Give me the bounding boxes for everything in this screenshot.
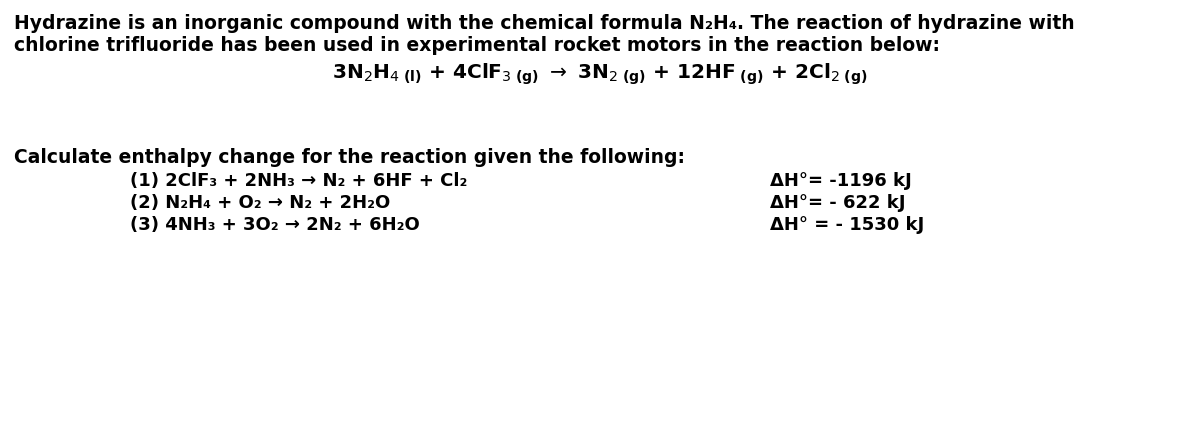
Text: Hydrazine is an inorganic compound with the chemical formula N₂H₄. The reaction : Hydrazine is an inorganic compound with … — [14, 14, 1075, 33]
Text: ΔH° = - 1530 kJ: ΔH° = - 1530 kJ — [770, 216, 924, 234]
Text: ΔH°= -1196 kJ: ΔH°= -1196 kJ — [770, 172, 912, 190]
Text: ΔH°= - 622 kJ: ΔH°= - 622 kJ — [770, 194, 906, 212]
Text: (1) 2ClF₃ + 2NH₃ → N₂ + 6HF + Cl₂: (1) 2ClF₃ + 2NH₃ → N₂ + 6HF + Cl₂ — [130, 172, 467, 190]
Text: (2) N₂H₄ + O₂ → N₂ + 2H₂O: (2) N₂H₄ + O₂ → N₂ + 2H₂O — [130, 194, 390, 212]
Text: 3N$_2$H$_{4\ \mathregular{(l)}}$ + 4ClF$_{3\ \mathregular{(g)}}$ $\rightarrow$ 3: 3N$_2$H$_{4\ \mathregular{(l)}}$ + 4ClF$… — [332, 62, 868, 87]
Text: Calculate enthalpy change for the reaction given the following:: Calculate enthalpy change for the reacti… — [14, 148, 685, 167]
Text: chlorine trifluoride has been used in experimental rocket motors in the reaction: chlorine trifluoride has been used in ex… — [14, 36, 940, 55]
Text: (3) 4NH₃ + 3O₂ → 2N₂ + 6H₂O: (3) 4NH₃ + 3O₂ → 2N₂ + 6H₂O — [130, 216, 420, 234]
